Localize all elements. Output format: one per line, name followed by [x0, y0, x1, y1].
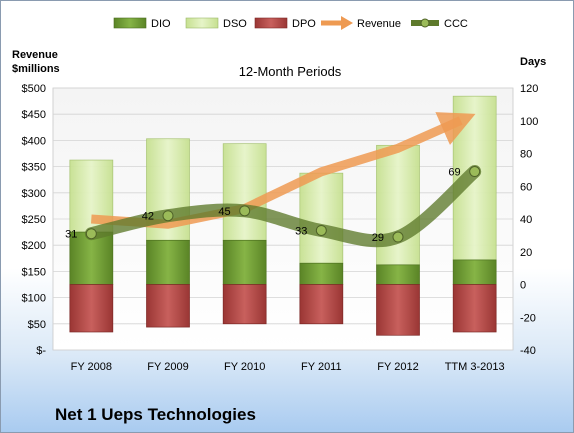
bar-dpo: [146, 284, 190, 328]
ccc-point: [85, 228, 97, 240]
company-name: Net 1 Ueps Technologies: [55, 405, 256, 424]
bar-dpo: [222, 284, 267, 325]
left-tick-label: $200: [22, 240, 46, 252]
legend: DIO DSO DPO Revenue CCC: [113, 16, 468, 30]
ccc-data-label: 31: [65, 229, 77, 241]
category-label: TTM 3-2013: [445, 361, 505, 373]
right-axis: -40 -20 0 20 40 60 80 100 120: [520, 83, 538, 357]
legend-label-dio: DIO: [151, 18, 171, 30]
left-axis-title-line1: Revenue: [12, 49, 58, 61]
bar-dio: [222, 239, 267, 285]
right-tick-label: -40: [520, 345, 536, 357]
left-tick-label: $350: [22, 162, 46, 174]
category-label: FY 2008: [71, 361, 112, 373]
right-tick-label: 40: [520, 214, 532, 226]
ccc-data-label: 45: [218, 206, 230, 218]
ccc-data-label: 33: [295, 225, 307, 237]
ccc-point: [239, 205, 251, 217]
left-tick-label: $500: [22, 83, 46, 95]
bar-dpo: [452, 284, 497, 333]
chart-title: 12-Month Periods: [239, 64, 342, 79]
ccc-data-label: 29: [372, 232, 384, 244]
left-tick-label: $300: [22, 188, 46, 200]
left-tick-label: $450: [22, 109, 46, 121]
ccc-data-label: 69: [448, 167, 460, 179]
legend-swatch-dio: [113, 17, 147, 29]
bar-dpo: [299, 284, 344, 325]
bar-dpo: [376, 284, 420, 336]
right-tick-label: 60: [520, 181, 532, 193]
ccc-point: [315, 224, 327, 236]
left-tick-label: $150: [22, 266, 46, 278]
legend-swatch-dpo: [254, 17, 288, 29]
right-tick-label: -20: [520, 312, 536, 324]
category-label: FY 2009: [147, 361, 188, 373]
bar-dio: [376, 264, 420, 285]
bar-dio: [452, 259, 497, 285]
bar-dio: [146, 239, 190, 285]
bars: [69, 95, 497, 336]
ccc-point: [162, 210, 174, 222]
left-tick-label: $400: [22, 135, 46, 147]
bar-dpo: [69, 284, 114, 333]
bar-dio: [69, 231, 114, 285]
bar-dso: [299, 172, 344, 264]
ccc-series: 31 42 45 33 29 69: [65, 165, 482, 248]
category-label: FY 2010: [224, 361, 265, 373]
bar-dio: [299, 262, 344, 285]
right-tick-label: 80: [520, 149, 532, 161]
right-tick-label: 0: [520, 280, 526, 292]
category-label: FY 2012: [377, 361, 418, 373]
category-label: FY 2011: [301, 361, 342, 373]
legend-label-dpo: DPO: [292, 18, 316, 30]
left-tick-label: $50: [28, 319, 46, 331]
legend-label-dso: DSO: [223, 18, 247, 30]
right-tick-label: 120: [520, 83, 538, 95]
legend-label-revenue: Revenue: [357, 18, 401, 30]
legend-label-ccc: CCC: [444, 18, 468, 30]
legend-swatch-revenue: [321, 16, 353, 30]
bar-dso: [222, 143, 267, 241]
ccc-point: [469, 166, 481, 178]
legend-swatch-ccc: [411, 18, 439, 28]
ccc-data-label: 42: [142, 211, 154, 223]
left-tick-label: $250: [22, 214, 46, 226]
left-axis: $- $50 $100 $150 $200 $250 $300 $350 $400 $450 $50…: [22, 83, 47, 357]
right-tick-label: 100: [520, 116, 538, 128]
left-axis-title-line2: $millions: [12, 63, 60, 75]
legend-swatch-dso: [185, 17, 219, 29]
right-axis-title: Days: [520, 56, 546, 68]
x-axis: FY 2008 FY 2009 FY 2010 FY 2011 FY 2012 TTM 3…: [71, 361, 505, 373]
ccc-point: [392, 231, 404, 243]
right-tick-label: 20: [520, 247, 532, 259]
left-tick-label: $-: [36, 345, 46, 357]
left-tick-label: $100: [22, 293, 46, 305]
